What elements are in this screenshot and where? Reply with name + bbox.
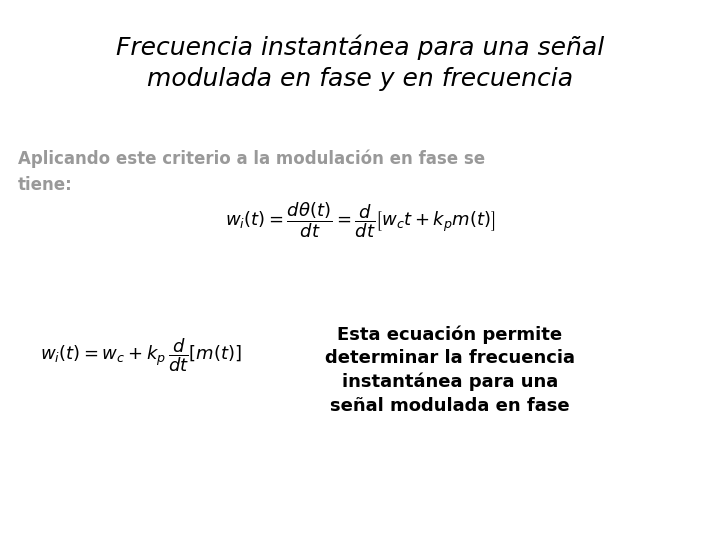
Text: $w_{i}(t) = w_{c} + k_{p}\,\dfrac{d}{dt}\left[m(t)\right]$: $w_{i}(t) = w_{c} + k_{p}\,\dfrac{d}{dt}…: [40, 336, 242, 374]
Text: Frecuencia instantánea para una señal
modulada en fase y en frecuencia: Frecuencia instantánea para una señal mo…: [116, 35, 604, 91]
Text: Aplicando este criterio a la modulación en fase se
tiene:: Aplicando este criterio a la modulación …: [18, 150, 485, 193]
Text: $w_{i}(t) = \dfrac{d\theta(t)}{dt} = \dfrac{d}{dt}\left[w_{c}t + k_{p}m(t)\right: $w_{i}(t) = \dfrac{d\theta(t)}{dt} = \df…: [225, 200, 495, 240]
Text: Esta ecuación permite
determinar la frecuencia
instantánea para una
señal modula: Esta ecuación permite determinar la frec…: [325, 325, 575, 415]
